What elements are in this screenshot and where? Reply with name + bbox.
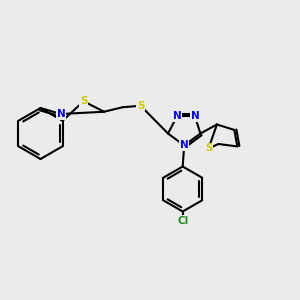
Text: S: S: [137, 101, 144, 111]
Text: S: S: [80, 96, 87, 106]
Text: N: N: [56, 109, 65, 119]
Text: N: N: [180, 140, 189, 151]
Text: N: N: [190, 111, 200, 122]
Text: N: N: [172, 111, 182, 122]
Text: Cl: Cl: [177, 215, 188, 226]
Text: S: S: [205, 143, 212, 154]
